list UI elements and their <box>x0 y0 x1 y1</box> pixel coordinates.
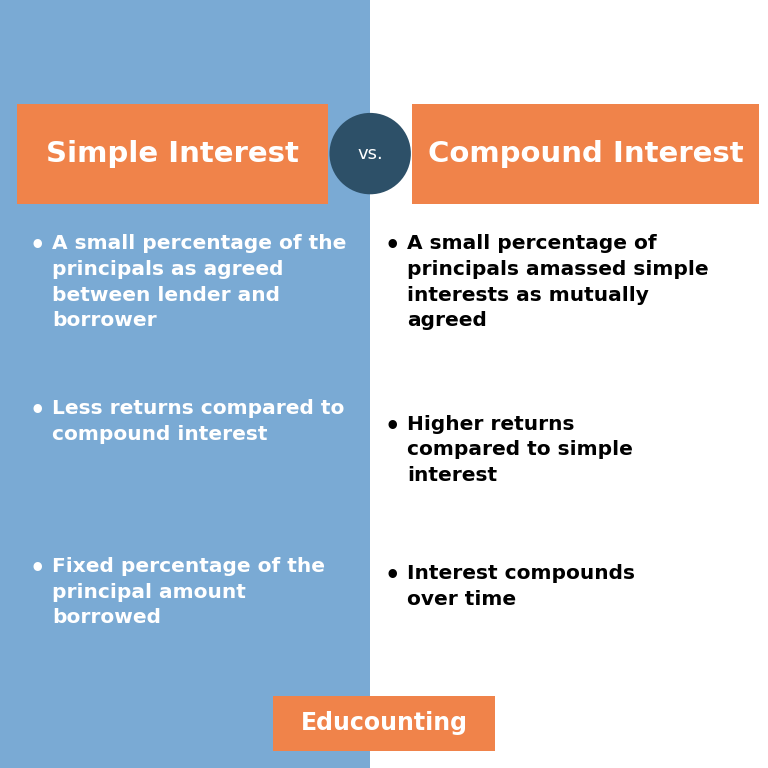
Text: Interest compounds
over time: Interest compounds over time <box>407 564 635 609</box>
Text: •: • <box>29 557 45 581</box>
Ellipse shape <box>329 113 411 194</box>
Text: Simple Interest: Simple Interest <box>46 140 299 167</box>
Text: Compound Interest: Compound Interest <box>428 140 743 167</box>
Text: •: • <box>29 399 45 423</box>
Text: A small percentage of
principals amassed simple
interests as mutually
agreed: A small percentage of principals amassed… <box>407 234 709 330</box>
Text: •: • <box>384 234 399 258</box>
Text: Less returns compared to
compound interest: Less returns compared to compound intere… <box>52 399 345 444</box>
Text: •: • <box>384 415 399 439</box>
Text: vs.: vs. <box>357 144 383 163</box>
Text: A small percentage of the
principals as agreed
between lender and
borrower: A small percentage of the principals as … <box>52 234 346 330</box>
Text: Fixed percentage of the
principal amount
borrowed: Fixed percentage of the principal amount… <box>52 557 325 627</box>
Text: Higher returns
compared to simple
interest: Higher returns compared to simple intere… <box>407 415 633 485</box>
FancyBboxPatch shape <box>412 104 759 204</box>
Text: •: • <box>384 564 399 588</box>
Text: •: • <box>29 234 45 258</box>
FancyBboxPatch shape <box>273 696 495 751</box>
FancyBboxPatch shape <box>17 104 328 204</box>
FancyBboxPatch shape <box>0 0 370 768</box>
Text: Educounting: Educounting <box>300 711 468 736</box>
FancyBboxPatch shape <box>370 0 768 768</box>
